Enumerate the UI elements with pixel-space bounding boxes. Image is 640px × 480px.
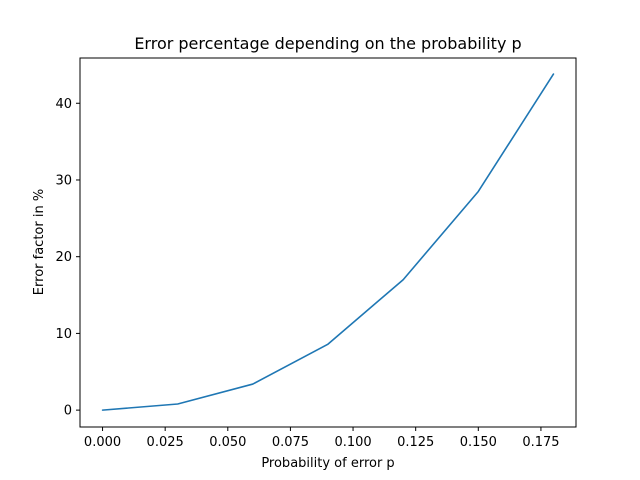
- y-tick-label: 20: [55, 250, 72, 265]
- x-tick-label: 0.075: [272, 435, 309, 450]
- x-tick-label: 0.175: [522, 435, 559, 450]
- y-tick-label: 40: [55, 97, 72, 112]
- x-axis-label: Probability of error p: [261, 456, 394, 471]
- x-tick-label: 0.100: [334, 435, 371, 450]
- x-tick-label: 0.150: [460, 435, 497, 450]
- x-tick-label: 0.025: [147, 435, 184, 450]
- series-layer: [101, 73, 555, 411]
- x-tick-label: 0.050: [209, 435, 246, 450]
- series-line-0: [101, 73, 555, 411]
- y-tick-label: 10: [55, 327, 72, 342]
- x-tick-label: 0.125: [397, 435, 434, 450]
- x-tick-label: 0.000: [84, 435, 121, 450]
- x-axis: 0.000 0.025 0.050 0.075 0.100 0.125 0.150 0.175: [84, 427, 560, 450]
- y-axis: 0 10 20 30 40: [55, 97, 80, 419]
- y-tick-label: 30: [55, 173, 72, 188]
- y-axis-label: Error factor in %: [32, 189, 47, 295]
- chart-title: Error percentage depending on the probab…: [134, 34, 521, 53]
- plot-frame: [79, 57, 577, 428]
- y-tick-label: 0: [64, 404, 72, 419]
